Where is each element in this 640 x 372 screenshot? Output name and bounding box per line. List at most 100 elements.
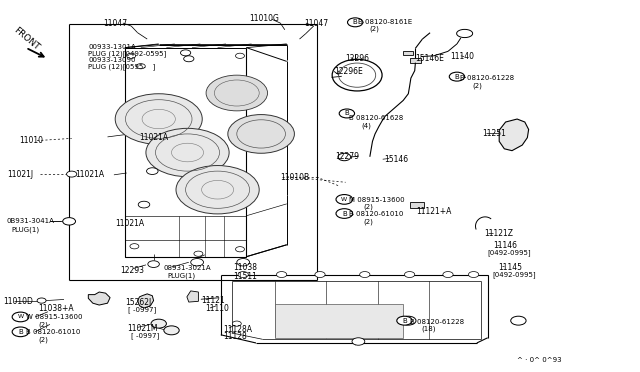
Text: B 08120-61228: B 08120-61228 <box>410 319 464 325</box>
Text: 0B931-3041A: 0B931-3041A <box>6 218 54 224</box>
Text: B 08120-61010: B 08120-61010 <box>349 211 404 217</box>
Text: 11021J: 11021J <box>8 170 34 179</box>
Circle shape <box>127 53 136 58</box>
Circle shape <box>336 195 353 204</box>
Circle shape <box>130 244 139 249</box>
Circle shape <box>194 251 203 256</box>
Circle shape <box>146 128 229 177</box>
Text: B: B <box>353 19 358 25</box>
Text: 11038+A: 11038+A <box>38 304 74 312</box>
Circle shape <box>147 168 158 174</box>
Text: PLUG (12)[0492-0595]: PLUG (12)[0492-0595] <box>88 50 166 57</box>
Text: B 08120-61010: B 08120-61010 <box>26 329 80 335</box>
Text: ^ · 0^ 0^93: ^ · 0^ 0^93 <box>517 357 562 363</box>
Text: 15146: 15146 <box>385 155 409 164</box>
Circle shape <box>138 201 150 208</box>
Text: 00933-1301A: 00933-1301A <box>88 44 136 49</box>
Circle shape <box>151 319 166 328</box>
Text: 11511: 11511 <box>234 272 257 280</box>
Text: 00933-13090: 00933-13090 <box>88 57 136 63</box>
Circle shape <box>37 298 46 303</box>
Bar <box>275 304 403 338</box>
Circle shape <box>115 94 202 144</box>
Circle shape <box>276 272 287 278</box>
Circle shape <box>236 247 244 252</box>
Text: B: B <box>18 329 23 335</box>
Text: 12279: 12279 <box>335 152 360 161</box>
Circle shape <box>228 115 294 153</box>
FancyArrowPatch shape <box>201 298 218 299</box>
Text: 11128: 11128 <box>223 332 246 341</box>
Text: 11121Z: 11121Z <box>484 229 513 238</box>
Text: [ -0997]: [ -0997] <box>128 306 156 313</box>
Text: W: W <box>341 197 348 202</box>
Circle shape <box>191 259 204 266</box>
Text: [0492-0995]: [0492-0995] <box>493 271 536 278</box>
Text: B 08120-61228: B 08120-61228 <box>460 75 514 81</box>
Text: 11047: 11047 <box>305 19 329 28</box>
Text: 12296: 12296 <box>346 54 370 63</box>
Polygon shape <box>499 119 529 151</box>
Text: B: B <box>402 318 407 324</box>
Circle shape <box>136 64 145 69</box>
Text: 11251: 11251 <box>483 129 506 138</box>
Text: B 08120-8161E: B 08120-8161E <box>358 19 413 25</box>
Circle shape <box>443 272 453 278</box>
Circle shape <box>401 316 416 325</box>
Bar <box>403 51 413 55</box>
Text: (2): (2) <box>363 218 372 225</box>
Text: 15146E: 15146E <box>415 54 444 62</box>
Text: 11021A: 11021A <box>115 219 145 228</box>
Text: 11010B: 11010B <box>280 173 310 182</box>
Circle shape <box>404 272 415 278</box>
Text: 11021M: 11021M <box>127 324 157 333</box>
Text: 11145: 11145 <box>498 263 522 272</box>
Circle shape <box>238 272 248 278</box>
Text: PLUG(1): PLUG(1) <box>168 273 196 279</box>
Circle shape <box>63 218 76 225</box>
Text: 11010D: 11010D <box>3 297 33 306</box>
Text: (2): (2) <box>369 26 379 32</box>
Circle shape <box>237 259 250 266</box>
Text: 11047: 11047 <box>104 19 128 28</box>
Text: M 08915-13600: M 08915-13600 <box>349 197 405 203</box>
Text: B: B <box>454 74 460 80</box>
Circle shape <box>468 272 479 278</box>
Text: 11121: 11121 <box>202 296 225 305</box>
Text: (2): (2) <box>472 82 482 89</box>
Circle shape <box>184 56 194 62</box>
Text: 11110: 11110 <box>205 304 228 313</box>
Circle shape <box>352 338 365 345</box>
Circle shape <box>67 171 77 177</box>
Text: PLUG (12)[0595-   ]: PLUG (12)[0595- ] <box>88 63 156 70</box>
Circle shape <box>232 321 241 326</box>
Bar <box>410 58 421 63</box>
Text: 11128A: 11128A <box>223 325 252 334</box>
Circle shape <box>148 261 159 267</box>
Bar <box>410 202 424 208</box>
Text: PLUG(1): PLUG(1) <box>12 226 40 233</box>
Circle shape <box>397 316 412 325</box>
Text: B: B <box>344 110 349 116</box>
Circle shape <box>511 316 526 325</box>
Circle shape <box>338 153 351 161</box>
Text: 11021A: 11021A <box>140 133 169 142</box>
Text: W: W <box>17 314 24 320</box>
Circle shape <box>348 18 363 27</box>
Circle shape <box>12 327 29 337</box>
Text: 11146: 11146 <box>493 241 517 250</box>
Text: (2): (2) <box>363 204 372 211</box>
Circle shape <box>336 209 353 218</box>
Text: B 08120-61628: B 08120-61628 <box>349 115 404 121</box>
Text: 12296E: 12296E <box>334 67 363 76</box>
Circle shape <box>12 312 29 322</box>
Circle shape <box>180 50 191 56</box>
Text: 11038: 11038 <box>234 263 258 272</box>
Text: (2): (2) <box>38 321 48 328</box>
Circle shape <box>164 326 179 335</box>
Circle shape <box>360 272 370 278</box>
Text: 11121+A: 11121+A <box>416 207 451 216</box>
Text: FRONT: FRONT <box>12 26 41 52</box>
Circle shape <box>176 166 259 214</box>
Text: 11140: 11140 <box>451 52 474 61</box>
